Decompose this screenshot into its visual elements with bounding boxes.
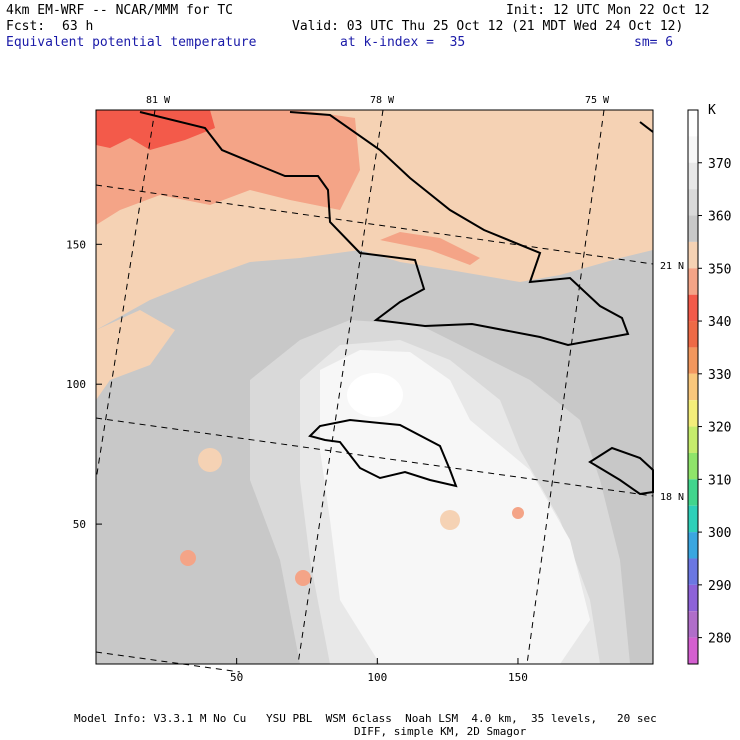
colorbar: 370 360 350 340 330 320 310 300 290 280 K [687, 103, 731, 665]
colorbar-bin [688, 136, 698, 163]
colorbar-bin [688, 189, 698, 216]
band-345-east [380, 232, 480, 265]
colorbar-bin [688, 400, 698, 427]
colorbar-bin [688, 532, 698, 559]
colorbar-bin [688, 479, 698, 506]
colorbar-label: 310 [708, 473, 731, 488]
smoothing-info: sm= 6 [634, 35, 674, 50]
init-time: Init: 12 UTC Mon 22 Oct 12 [506, 3, 710, 18]
colorbar-bin [688, 110, 698, 137]
warm-spot [295, 570, 311, 586]
colorbar-bin [688, 584, 698, 612]
y-tick-label: 150 [66, 238, 86, 251]
colorbar-frame [687, 109, 699, 665]
colorbar-label: 360 [708, 210, 731, 225]
field-name: Equivalent potential temperature [6, 35, 257, 50]
colorbar-bin [688, 268, 698, 295]
colorbar-bin [688, 347, 698, 374]
heatmap-field [96, 110, 653, 664]
x-tick-label: 100 [367, 671, 387, 684]
lon-label-78w: 78 W [370, 95, 395, 106]
colorbar-bin [688, 637, 698, 664]
y-tick-label: 50 [73, 518, 86, 531]
axes-group: 50 100 150 50 100 150 [66, 238, 528, 684]
model-title: 4km EM-WRF -- NCAR/MMM for TC [6, 3, 233, 18]
lat-label-18n: 18 N [660, 492, 684, 503]
forecast-label: Fcst: [6, 19, 46, 34]
colorbar-label: 340 [708, 315, 731, 330]
colorbar-label: 320 [708, 421, 731, 436]
band-375-core [347, 373, 403, 417]
level-info: at k-index = 35 [340, 35, 466, 50]
forecast-hours: 63 h [62, 19, 94, 34]
colorbar-bin [688, 321, 698, 348]
meridian-78w [297, 109, 384, 665]
y-tick-label: 100 [66, 378, 86, 391]
meridian-81w [95, 109, 156, 481]
jamaica-coastline [308, 418, 458, 488]
x-tick-label: 150 [508, 671, 528, 684]
band-350-west [96, 310, 175, 400]
parallel-21n [95, 184, 654, 265]
colorbar-bin [688, 558, 698, 585]
plot-frame [95, 109, 654, 665]
colorbar-bin [688, 452, 698, 480]
lon-label-75w: 75 W [585, 95, 610, 106]
meridian-75w [526, 109, 605, 665]
colorbar-bin [688, 215, 698, 242]
colorbar-bin [688, 373, 698, 401]
warm-spot [198, 448, 222, 472]
model-info: Model Info: V3.3.1 M No Cu YSU PBL WSM 6… [74, 712, 657, 725]
parallel-18n [95, 417, 654, 497]
parallel-15n [95, 651, 241, 673]
colorbar-bin [688, 294, 698, 322]
band-370-center [320, 350, 590, 664]
colorbar-label: 290 [708, 579, 731, 594]
lon-label-81w: 81 W [146, 95, 171, 106]
colorbar-bin [688, 611, 698, 638]
haiti-north-coastline [639, 121, 654, 133]
warm-spot [440, 510, 460, 530]
colorbar-unit: K [708, 103, 716, 118]
colorbar-bin [688, 162, 698, 190]
diffusion-info: DIFF, simple KM, 2D Smagor [354, 725, 527, 738]
colorbar-label: 280 [708, 632, 731, 647]
cuba-coastline [139, 111, 630, 347]
colorbar-bin [688, 241, 698, 269]
latlon-grid [95, 109, 654, 673]
colorbar-bin [688, 505, 698, 533]
warm-spot [180, 550, 196, 566]
lat-label-21n: 21 N [660, 261, 684, 272]
colorbar-label: 300 [708, 526, 731, 541]
band-340-corner [96, 110, 215, 150]
colorbar-label: 330 [708, 368, 731, 383]
colorbar-label: 370 [708, 157, 731, 172]
x-tick-label: 50 [230, 671, 243, 684]
colorbar-label: 350 [708, 262, 731, 277]
valid-time: Valid: 03 UTC Thu 25 Oct 12 (21 MDT Wed … [292, 19, 684, 34]
colorbar-bin [688, 426, 698, 453]
warm-spot [512, 507, 524, 519]
